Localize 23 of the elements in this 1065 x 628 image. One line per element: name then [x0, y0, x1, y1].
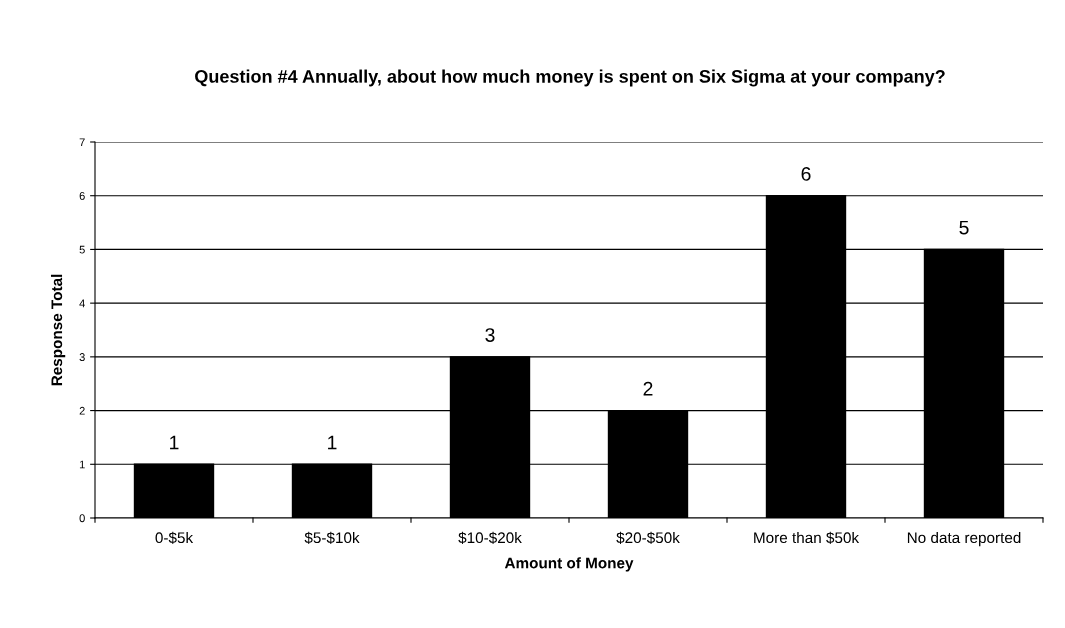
y-tick-label: 7: [79, 138, 85, 147]
y-tick-label: 1: [79, 460, 85, 469]
x-axis-title: Amount of Money: [504, 557, 634, 572]
x-tick-label: $20-$50k: [616, 531, 680, 545]
y-axis-title: Response Total: [50, 274, 66, 386]
x-tick-label: No data reported: [907, 531, 1021, 547]
y-tick-label: 2: [79, 406, 85, 415]
y-tick-label: 0: [79, 514, 85, 523]
x-tick-label: More than $50k: [754, 531, 860, 545]
x-tick-label: $10-$20k: [458, 531, 522, 545]
y-tick-label: 5: [79, 245, 85, 254]
data-label: 5: [959, 220, 969, 235]
data-label: 6: [801, 166, 811, 181]
x-tick-label: $5-$10k: [304, 531, 360, 545]
data-label: 2: [643, 381, 653, 396]
x-tick-label: 0-$5k: [155, 531, 194, 545]
data-label: 3: [485, 328, 495, 342]
y-tick-label: 3: [79, 353, 85, 361]
y-tick-label: 6: [79, 191, 85, 200]
y-tick-label: 4: [79, 299, 85, 308]
data-label: 1: [328, 435, 337, 450]
data-label: 1: [170, 435, 179, 450]
chart-title: Question #4 Annually, about how much money is spent on Six Sigma at your company?: [195, 69, 945, 87]
